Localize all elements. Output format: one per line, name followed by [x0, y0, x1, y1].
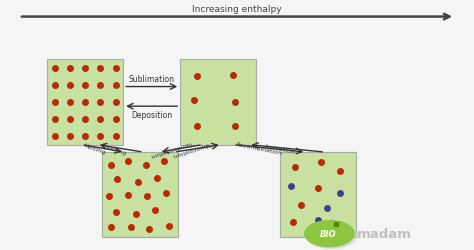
Text: Ionization: Ionization — [264, 144, 296, 154]
Text: madam: madam — [356, 227, 411, 240]
Text: BIO: BIO — [319, 229, 337, 238]
FancyBboxPatch shape — [180, 60, 256, 145]
FancyBboxPatch shape — [47, 60, 123, 145]
Text: Sublimation: Sublimation — [128, 74, 175, 84]
Text: Recombination: Recombination — [236, 142, 283, 156]
FancyBboxPatch shape — [280, 152, 356, 238]
Text: Melting: Melting — [83, 143, 106, 155]
Circle shape — [305, 221, 357, 248]
Text: Freezing: Freezing — [100, 142, 127, 155]
Text: Condensation: Condensation — [149, 140, 192, 158]
Text: Vaporization: Vaporization — [172, 140, 210, 157]
Text: Deposition: Deposition — [131, 110, 172, 120]
Text: Increasing enthalpy: Increasing enthalpy — [192, 5, 282, 14]
FancyBboxPatch shape — [102, 152, 178, 238]
Circle shape — [305, 221, 354, 247]
